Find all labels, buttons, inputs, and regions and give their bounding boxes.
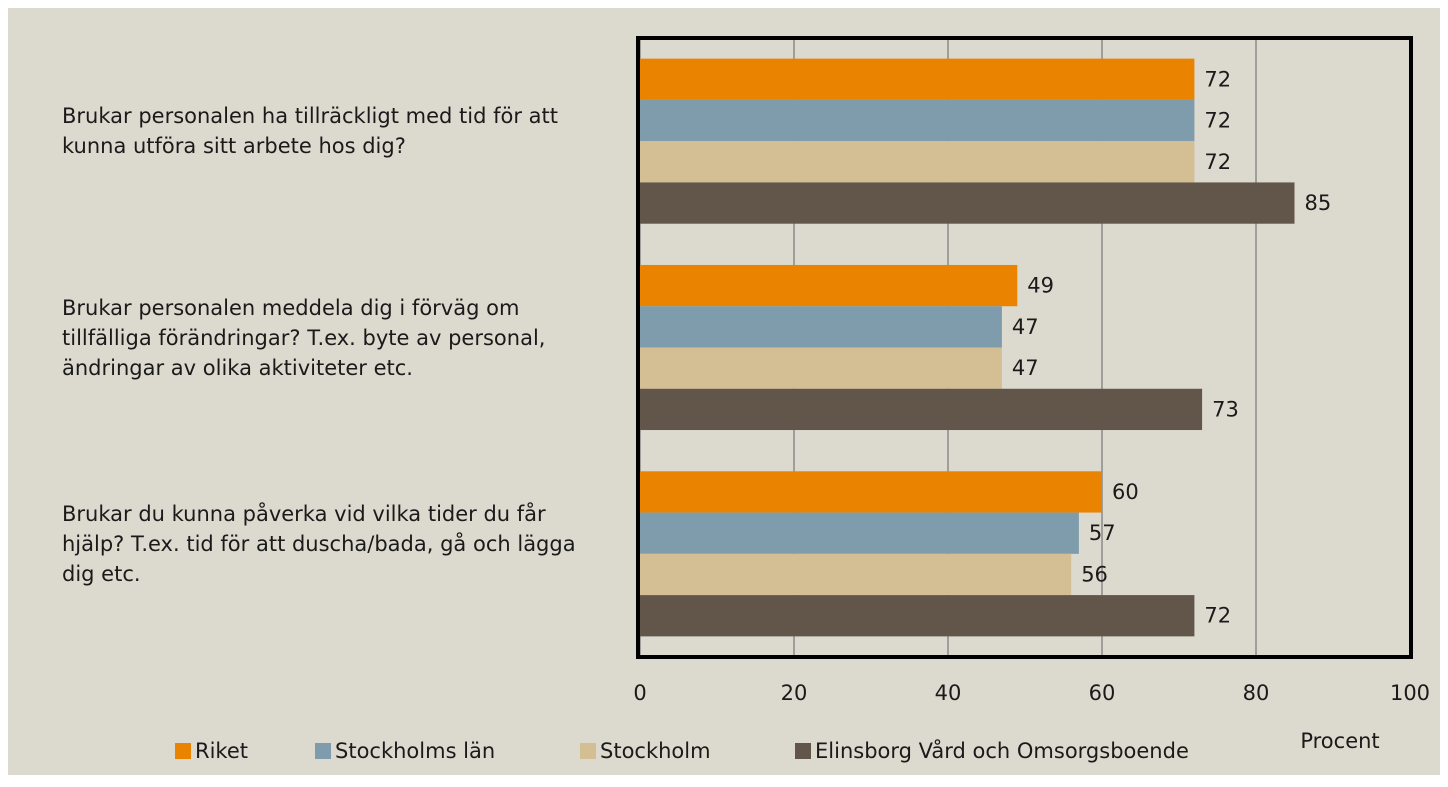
legend-label: Stockholm <box>600 739 711 763</box>
value-label: 85 <box>1305 191 1332 215</box>
bar <box>640 347 1002 389</box>
legend-label: Elinsborg Vård och Omsorgsboende <box>815 738 1189 763</box>
legend-swatch <box>580 743 596 759</box>
category-label: Brukar du kunna påverka vid vilka tider … <box>62 501 576 586</box>
category-label: Brukar personalen meddela dig i förväg o… <box>62 295 546 380</box>
x-tick-label: 40 <box>935 681 962 705</box>
bar <box>640 553 1072 596</box>
value-label: 47 <box>1012 356 1039 380</box>
value-label: 56 <box>1081 562 1108 586</box>
legend-swatch <box>315 743 331 759</box>
bar <box>640 99 1195 142</box>
legend-swatch <box>795 743 811 759</box>
bar <box>640 595 1195 637</box>
bar <box>640 512 1079 554</box>
x-tick-label: 80 <box>1243 681 1270 705</box>
x-tick-label: 100 <box>1390 681 1430 705</box>
category-label: Brukar personalen ha tillräckligt med ti… <box>62 104 558 159</box>
bar <box>640 58 1195 100</box>
bar <box>640 141 1195 183</box>
bar <box>640 306 1002 348</box>
value-label: 49 <box>1027 274 1054 298</box>
bar <box>640 388 1203 431</box>
bar <box>640 182 1295 224</box>
bar <box>640 264 1018 307</box>
value-label: 60 <box>1112 480 1139 504</box>
value-label: 73 <box>1212 397 1239 421</box>
value-label: 72 <box>1204 109 1231 133</box>
x-tick-label: 0 <box>633 681 646 705</box>
plot-frame <box>636 36 1413 659</box>
value-label: 57 <box>1089 521 1116 545</box>
x-axis-label: Procent <box>1300 729 1379 753</box>
value-label: 72 <box>1204 150 1231 174</box>
legend-label: Stockholms län <box>335 739 495 763</box>
value-label: 72 <box>1204 604 1231 628</box>
x-tick-label: 20 <box>781 681 808 705</box>
value-label: 72 <box>1204 67 1231 91</box>
legend-label: Riket <box>195 739 248 763</box>
value-label: 47 <box>1012 315 1039 339</box>
legend-swatch <box>175 743 191 759</box>
bar <box>640 471 1102 513</box>
x-tick-label: 60 <box>1089 681 1116 705</box>
